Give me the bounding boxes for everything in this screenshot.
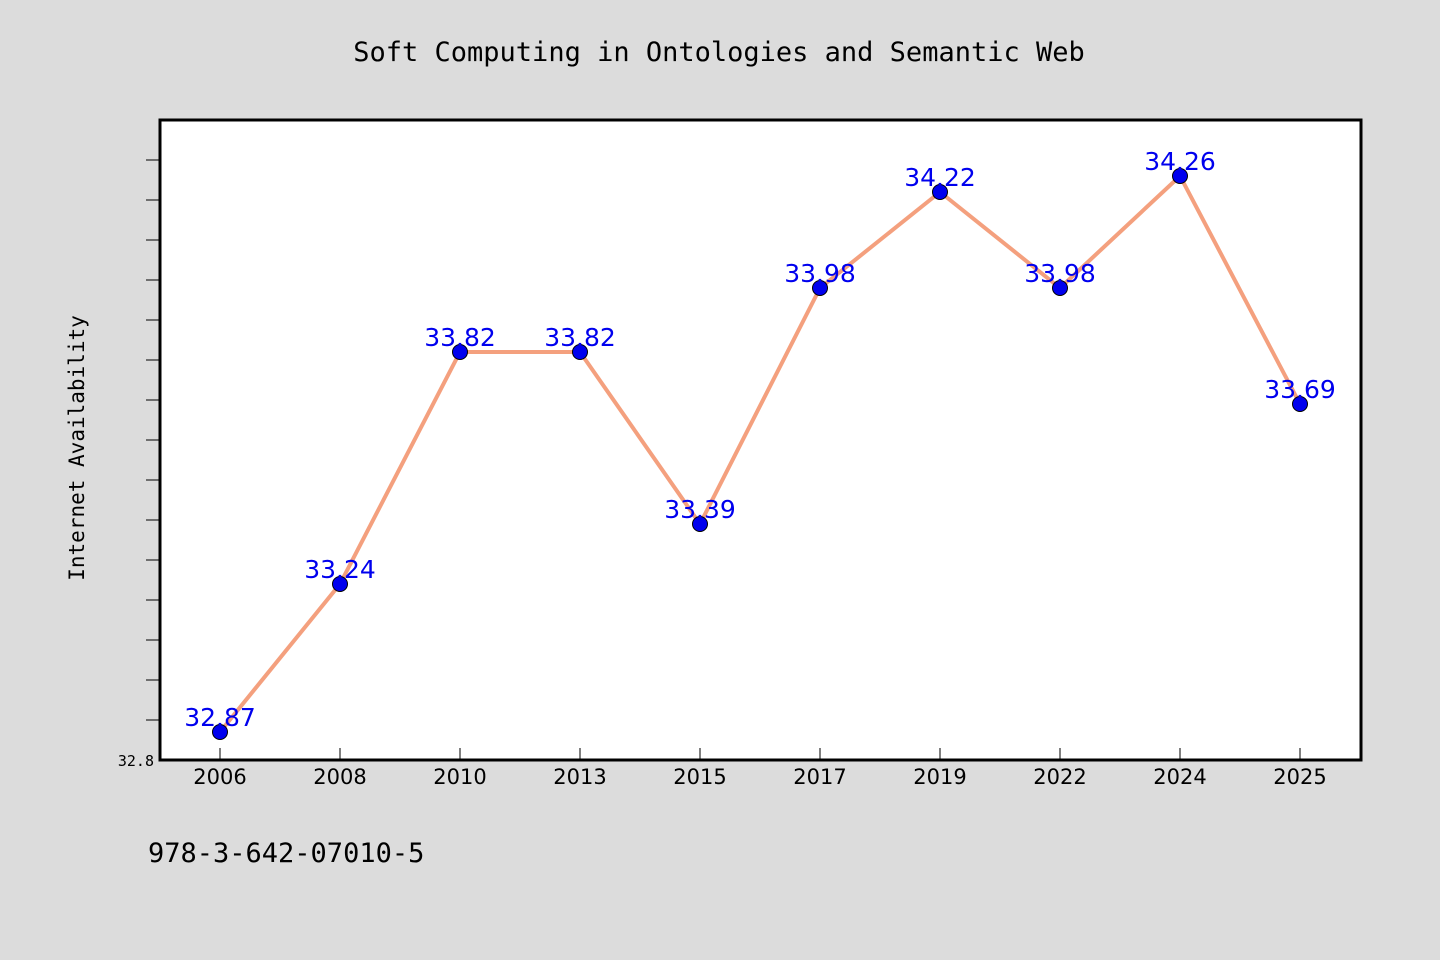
series-line [218, 172, 1302, 734]
data-markers [212, 168, 1308, 740]
data-value-label: 34.26 [1144, 147, 1216, 176]
isbn-footer: 978-3-642-07010-5 [148, 838, 424, 869]
data-point-marker [692, 516, 708, 532]
x-tick-label: 2008 [313, 765, 366, 789]
y-tick-label: 32.8 [118, 752, 154, 770]
x-axis-ticks: 2006 2008 2010 2013 2015 2017 2019 2022 2024 2025 [193, 748, 1327, 789]
data-value-label: 33.98 [784, 259, 856, 288]
data-point-marker [452, 344, 468, 360]
data-point-marker [332, 576, 348, 592]
data-point-marker [212, 724, 228, 740]
data-value-label: 33.69 [1264, 375, 1336, 404]
x-tick-label: 2006 [193, 765, 246, 789]
data-value-label: 33.39 [664, 495, 736, 524]
data-point-marker [812, 280, 828, 296]
x-tick-label: 2022 [1033, 765, 1086, 789]
data-labels: 32.87 33.24 33.82 33.82 33.39 33.98 34.22 33.98… [184, 147, 1336, 732]
data-value-label: 33.82 [424, 323, 496, 352]
data-value-label: 32.87 [184, 703, 256, 732]
data-point-marker [932, 184, 948, 200]
data-value-label: 33.24 [304, 555, 376, 584]
x-tick-label: 2010 [433, 765, 486, 789]
y-axis-ticks: 32.8 [118, 159, 160, 770]
x-tick-label: 2015 [673, 765, 726, 789]
x-tick-label: 2024 [1153, 765, 1206, 789]
series-line-group [218, 172, 1302, 734]
data-value-label: 34.22 [904, 163, 976, 192]
x-tick-label: 2013 [553, 765, 606, 789]
data-point-marker [1052, 280, 1068, 296]
data-value-label: 33.82 [544, 323, 616, 352]
x-tick-label: 2025 [1273, 765, 1326, 789]
x-tick-label: 2019 [913, 765, 966, 789]
data-point-marker [572, 344, 588, 360]
x-tick-label: 2017 [793, 765, 846, 789]
y-axis-label: Internet Availability [65, 315, 89, 581]
chart-title: Soft Computing in Ontologies and Semanti… [353, 37, 1085, 68]
plot-area [158, 118, 1363, 762]
data-point-marker [1292, 396, 1308, 412]
data-value-label: 33.98 [1024, 259, 1096, 288]
data-point-marker [1172, 168, 1188, 184]
